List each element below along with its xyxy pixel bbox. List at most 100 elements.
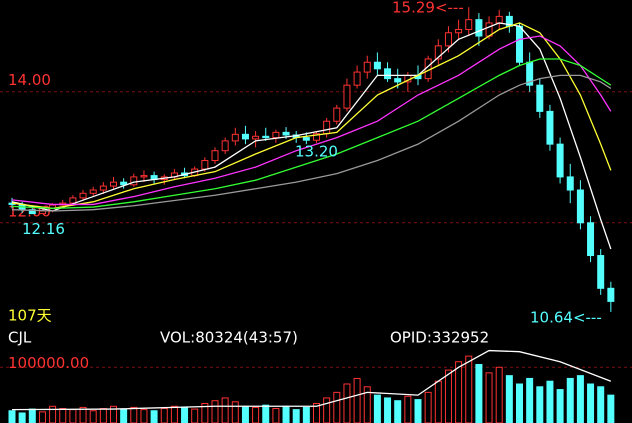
candle-body: [323, 120, 331, 135]
volume-bar: [262, 404, 270, 423]
candle-body: [444, 32, 452, 47]
candle-body: [272, 131, 280, 139]
volume-bar: [28, 408, 36, 423]
candle-body: [384, 68, 392, 80]
volume-bar: [69, 409, 77, 423]
candle-body: [140, 175, 148, 178]
volume-bar: [485, 372, 493, 423]
price-annotation: 10.64<---: [530, 308, 602, 326]
volume-bar: [38, 411, 46, 423]
candle-body: [343, 84, 351, 109]
candle-body: [262, 135, 270, 139]
volume-bar: [292, 409, 300, 423]
candle-body: [201, 160, 209, 170]
candle-body: [597, 255, 605, 289]
moving-average-line: [11, 22, 612, 250]
candle-body: [89, 189, 97, 194]
candle-body: [252, 135, 260, 140]
volume-bar: [313, 403, 320, 423]
volume-bar: [505, 375, 513, 423]
candle-body: [99, 185, 107, 191]
candle-body: [434, 45, 442, 60]
volume-bar: [424, 391, 432, 423]
volume-bar: [282, 405, 290, 423]
volume-bar: [170, 405, 178, 423]
y-tick-label: 100000.00: [8, 354, 89, 372]
candle-body: [607, 287, 615, 302]
volume-bar: [475, 364, 483, 423]
candle-body: [455, 28, 463, 34]
volume-bar: [556, 389, 564, 423]
volume-bar: [18, 412, 26, 423]
moving-average-line: [11, 74, 612, 212]
volume-bar: [384, 397, 392, 423]
volume-bar: [89, 410, 97, 423]
volume-average-line: [11, 349, 612, 411]
candle-body: [353, 71, 361, 86]
candle-body: [546, 110, 554, 145]
volume-bar: [607, 394, 615, 423]
y-tick-label: 14.00: [8, 71, 51, 89]
price-annotation: 13.20: [295, 143, 338, 161]
volume-bar: [130, 406, 138, 423]
volume-bar: [455, 361, 463, 423]
candle-body: [556, 143, 564, 178]
candle-body: [28, 209, 36, 215]
volume-bar: [576, 375, 584, 423]
volume-bar: [587, 383, 595, 423]
candle-body: [231, 133, 239, 142]
candle-body: [465, 19, 473, 30]
volume-bar: [566, 377, 574, 423]
candle-body: [211, 150, 219, 162]
volume-bar: [191, 408, 199, 423]
candle-body: [38, 210, 46, 215]
volume-bar: [59, 408, 67, 423]
volume-bar: [181, 406, 189, 423]
volume-bar: [516, 383, 523, 423]
volume-bar: [160, 408, 168, 423]
price-annotation: 12.16: [22, 220, 65, 238]
volume-bar: [211, 400, 219, 423]
candle-body: [79, 192, 87, 199]
volume-bar: [221, 397, 229, 423]
indicator-name: CJL: [8, 329, 32, 347]
volume-bar: [150, 410, 158, 423]
volume-bar: [434, 380, 442, 423]
candle-body: [516, 25, 523, 63]
candle-body: [566, 176, 574, 191]
volume-bar: [252, 406, 260, 423]
candle-body: [363, 61, 371, 73]
volume-bar: [597, 386, 605, 423]
volume-bar: [333, 391, 341, 423]
volume-bar: [536, 386, 544, 423]
candle-body: [587, 222, 595, 257]
candle-body: [475, 19, 483, 37]
candle-body: [373, 61, 381, 70]
candle-body: [536, 84, 544, 112]
volume-bar: [323, 397, 331, 423]
candle-body: [313, 133, 320, 141]
volume-bar: [404, 395, 412, 423]
candle-body: [130, 176, 138, 186]
candle-body: [282, 131, 290, 136]
volume-bar: [465, 355, 473, 423]
volume-bar: [99, 408, 107, 423]
volume-readout: VOL:80324(43:57): [160, 329, 298, 347]
volume-bar: [353, 377, 361, 423]
moving-average-line: [11, 35, 612, 206]
candle-body: [110, 181, 117, 187]
candle-body: [333, 107, 341, 122]
volume-bar: [373, 394, 381, 423]
candle-body: [69, 197, 77, 204]
volume-bar: [414, 399, 422, 423]
volume-bar: [272, 408, 280, 423]
volume-bar: [140, 409, 148, 423]
candle-body: [221, 140, 229, 152]
volume-bar: [8, 410, 16, 423]
days-label: 107天: [8, 307, 52, 325]
volume-bar: [526, 377, 534, 423]
volume-bar: [546, 380, 554, 423]
volume-bar: [120, 408, 128, 423]
